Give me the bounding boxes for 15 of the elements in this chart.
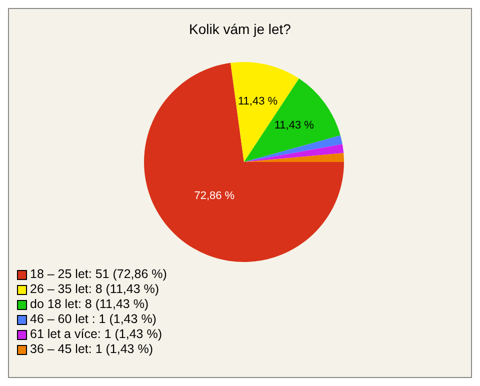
pie-slice bbox=[244, 144, 344, 162]
pie-slice bbox=[144, 62, 344, 262]
legend-label: 18 – 25 let: 51 (72,86 %) bbox=[30, 267, 167, 282]
pie-slice bbox=[230, 62, 300, 162]
data-label: 72,86 % bbox=[194, 190, 235, 202]
legend-label: do 18 let: 8 (11,43 %) bbox=[30, 297, 149, 312]
pie-slice bbox=[244, 135, 342, 162]
legend-label: 46 – 60 let : 1 (1,43 %) bbox=[30, 312, 156, 327]
chart-title: Kolik vám je let? bbox=[188, 21, 292, 37]
pie-slice bbox=[244, 153, 344, 162]
data-label: 11,43 % bbox=[274, 120, 314, 132]
legend-label: 36 – 45 let: 1 (1,43 %) bbox=[30, 342, 153, 357]
legend-label: 61 let a více: 1 (1,43 %) bbox=[30, 327, 162, 342]
legend-label: 26 – 35 let: 8 (11,43 %) bbox=[30, 282, 160, 297]
data-label: 11,43 % bbox=[238, 96, 278, 108]
